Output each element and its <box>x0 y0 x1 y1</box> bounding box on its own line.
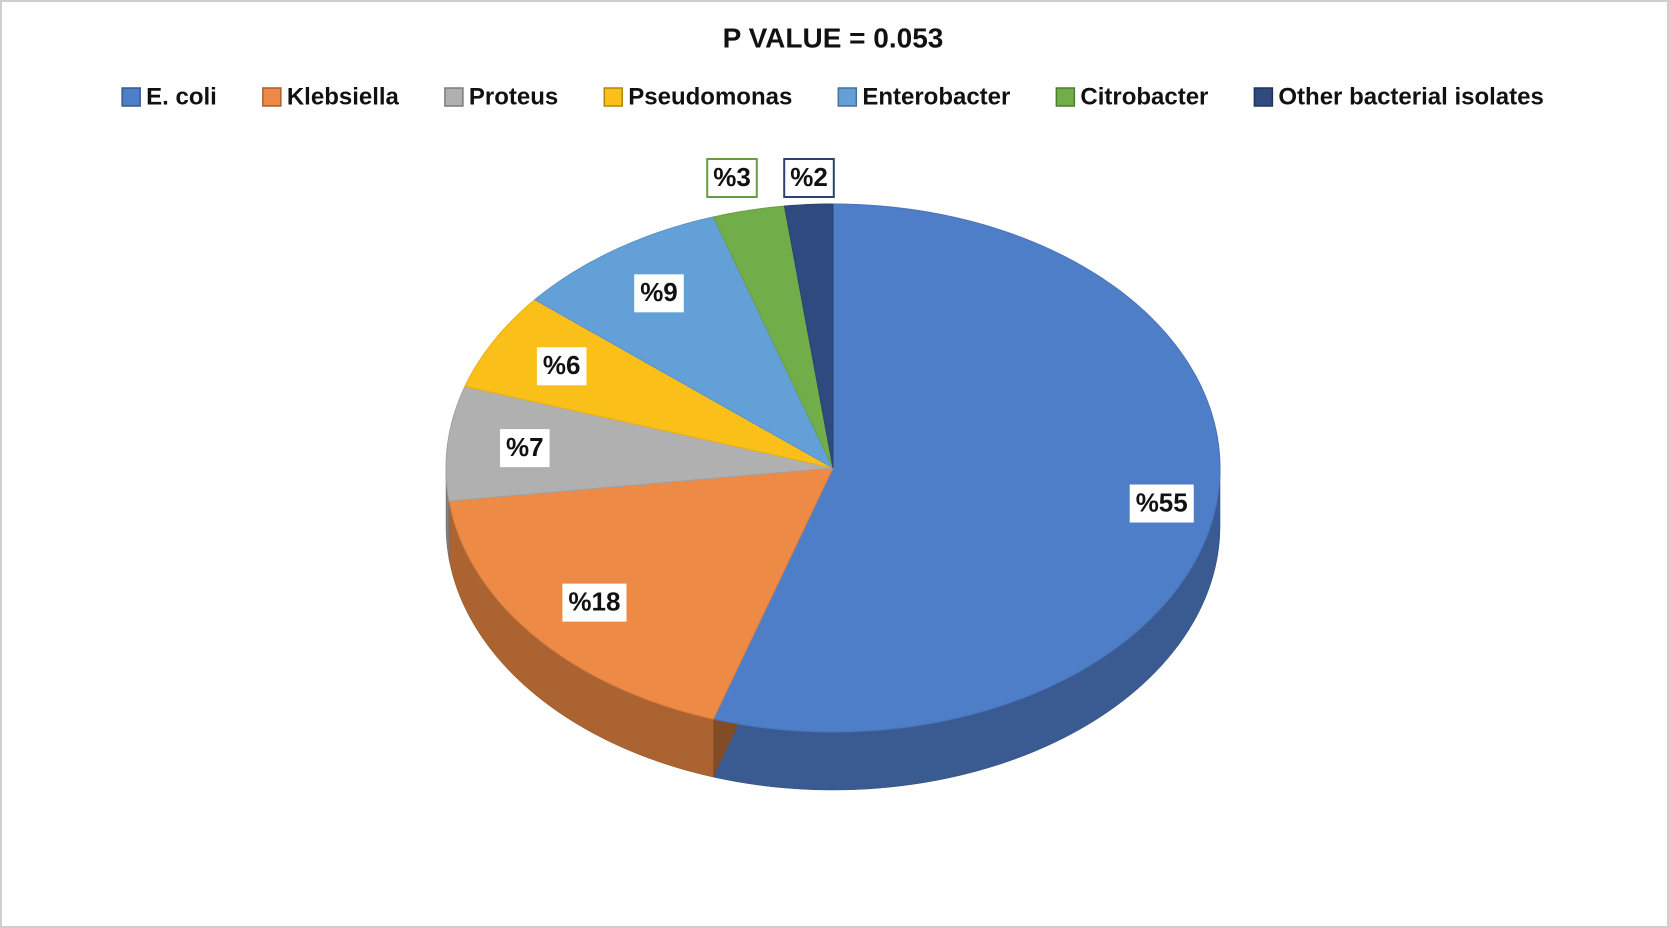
legend-label: Enterobacter <box>862 83 1010 110</box>
legend-swatch <box>1253 87 1274 107</box>
data-label-text: %6 <box>543 350 581 380</box>
legend-swatch <box>121 87 141 107</box>
legend-label: Pseudomonas <box>628 83 792 110</box>
data-label-text: %7 <box>506 432 544 462</box>
legend-item: Klebsiella <box>262 83 400 110</box>
data-label-box <box>783 158 835 198</box>
data-label: %55 <box>1129 484 1194 523</box>
legend-item: Citrobacter <box>1055 83 1208 110</box>
legend-item: Other bacterial isolates <box>1253 83 1544 110</box>
slice <box>448 467 834 720</box>
legend-label: E. coli <box>146 83 217 110</box>
legend-swatch <box>444 87 464 107</box>
legend-swatch <box>603 87 624 107</box>
data-label: %7 <box>499 429 550 468</box>
slice <box>533 216 835 470</box>
data-label-box <box>706 158 758 198</box>
legend-item: Pseudomonas <box>603 83 792 110</box>
legend-label: Citrobacter <box>1080 83 1208 110</box>
data-label-box <box>1129 484 1194 523</box>
legend: E. coli Klebsiella Proteus Pseudomonas Enter… <box>121 83 1544 110</box>
slice <box>783 203 834 469</box>
legend-label: Klebsiella <box>287 83 400 110</box>
data-label-box <box>499 429 550 468</box>
legend-label: Other bacterial isolates <box>1278 83 1543 110</box>
slice <box>445 385 834 502</box>
slice <box>712 205 834 469</box>
data-label: %6 <box>536 347 587 386</box>
slice <box>712 203 1221 733</box>
legend-swatch <box>262 87 282 107</box>
data-label-box <box>562 583 627 622</box>
data-label-box <box>536 347 587 386</box>
legend-item: Enterobacter <box>837 83 1010 110</box>
legend-item: E. coli <box>121 83 217 110</box>
chart-title: P VALUE = 0.053 <box>723 22 944 53</box>
data-label: %18 <box>562 583 627 622</box>
slice <box>464 299 834 469</box>
data-label-text: %9 <box>640 277 678 307</box>
data-label: %9 <box>634 274 684 313</box>
data-label: %2 <box>783 158 835 198</box>
data-label-text: %3 <box>713 162 751 192</box>
legend-item: Proteus <box>444 83 558 110</box>
data-label-text: %55 <box>1136 487 1188 517</box>
legend-swatch <box>837 87 858 107</box>
data-label: %3 <box>706 158 758 198</box>
data-label-text: %18 <box>568 586 620 616</box>
data-label-text: %2 <box>790 162 828 192</box>
legend-swatch <box>1055 87 1076 107</box>
legend-label: Proteus <box>469 83 558 110</box>
data-label-box <box>634 274 684 313</box>
